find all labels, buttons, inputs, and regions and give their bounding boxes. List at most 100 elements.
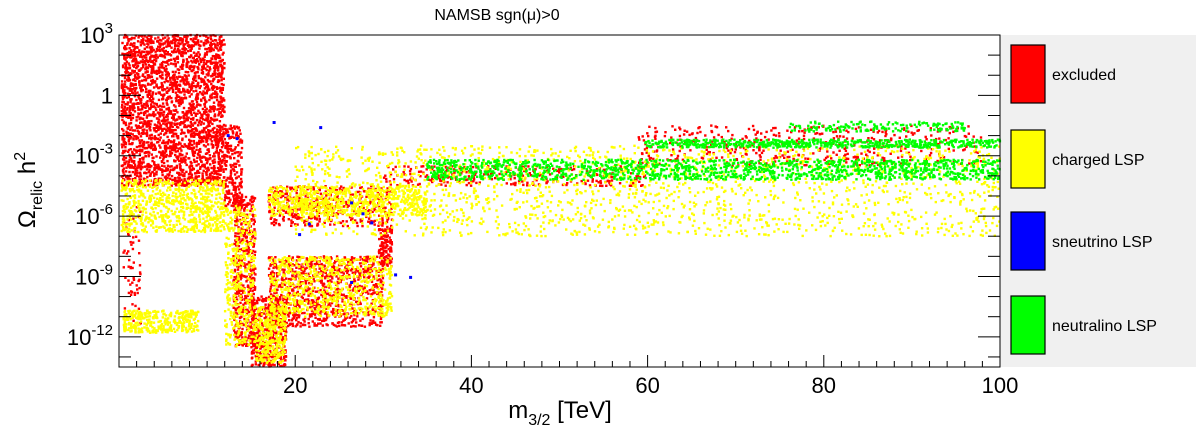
- data-point: [188, 165, 191, 168]
- data-point: [215, 146, 219, 149]
- data-point: [219, 48, 223, 51]
- data-point: [221, 98, 224, 102]
- data-point: [380, 287, 384, 290]
- data-point: [139, 173, 142, 176]
- data-point: [175, 85, 179, 88]
- data-point: [223, 162, 226, 165]
- data-point: [334, 304, 338, 307]
- data-point: [121, 52, 124, 55]
- data-point: [141, 125, 145, 128]
- data-point: [140, 144, 143, 147]
- data-point: [145, 46, 149, 49]
- data-point: [219, 73, 222, 77]
- data-point: [150, 99, 153, 102]
- data-point: [183, 120, 186, 123]
- data-point: [148, 52, 151, 55]
- data-point: [248, 231, 252, 235]
- data-point: [253, 228, 256, 231]
- data-point: [202, 144, 206, 147]
- data-point: [149, 136, 152, 140]
- data-point: [137, 54, 140, 57]
- data-point: [146, 76, 149, 80]
- data-point: [167, 108, 171, 112]
- data-point: [140, 55, 144, 59]
- data-point: [245, 239, 248, 243]
- data-point: [241, 310, 245, 314]
- data-point: [181, 138, 184, 142]
- data-point: [165, 45, 168, 48]
- data-point: [131, 82, 134, 86]
- data-point: [138, 159, 142, 162]
- data-point: [238, 129, 241, 132]
- data-point: [129, 157, 133, 160]
- data-point: [148, 137, 151, 140]
- data-point: [283, 355, 286, 358]
- data-point: [138, 139, 141, 142]
- data-point: [143, 171, 146, 175]
- data-point: [139, 179, 143, 183]
- data-point: [129, 128, 132, 131]
- data-point: [149, 89, 152, 93]
- data-point: [134, 61, 137, 64]
- data-point: [143, 132, 146, 135]
- data-point: [143, 102, 146, 106]
- data-point: [129, 49, 133, 52]
- data-point: [177, 90, 180, 93]
- data-point: [268, 311, 271, 314]
- data-point: [122, 149, 125, 153]
- data-point: [286, 313, 290, 316]
- data-point: [354, 318, 357, 321]
- data-point: [131, 177, 134, 181]
- data-point: [225, 143, 229, 146]
- data-point: [127, 75, 130, 78]
- data-point: [245, 275, 248, 278]
- data-point: [249, 281, 252, 284]
- data-point: [143, 184, 147, 187]
- data-point: [194, 176, 197, 180]
- data-point: [134, 34, 137, 37]
- data-point: [340, 324, 344, 327]
- data-point: [133, 74, 137, 77]
- data-point: [180, 178, 183, 181]
- data-point: [246, 241, 249, 244]
- data-point: [169, 131, 172, 134]
- data-point: [157, 40, 160, 43]
- data-point: [217, 140, 220, 143]
- data-point: [252, 267, 255, 270]
- data-point: [157, 45, 160, 48]
- data-point: [139, 141, 142, 144]
- data-point: [273, 363, 276, 367]
- data-point: [144, 67, 147, 70]
- data-point: [209, 138, 212, 141]
- data-point: [379, 317, 383, 321]
- data-point: [205, 68, 208, 72]
- data-point: [210, 43, 213, 46]
- data-point: [233, 162, 236, 165]
- data-point: [219, 111, 222, 115]
- data-point: [350, 267, 354, 271]
- data-point: [150, 138, 153, 141]
- data-point: [291, 324, 294, 328]
- data-point: [253, 332, 256, 335]
- data-point: [136, 77, 139, 80]
- data-point: [121, 88, 125, 91]
- data-point: [153, 129, 156, 132]
- data-point: [184, 135, 188, 138]
- data-point: [159, 136, 162, 139]
- data-point: [252, 333, 256, 336]
- data-point: [304, 280, 307, 283]
- data-point: [124, 170, 128, 173]
- data-point: [341, 300, 344, 303]
- data-point: [194, 86, 198, 89]
- data-point: [229, 136, 233, 139]
- data-point: [240, 298, 244, 301]
- data-point: [285, 321, 288, 325]
- data-point: [140, 104, 143, 107]
- data-point: [153, 55, 156, 59]
- data-point: [342, 319, 345, 322]
- data-point: [171, 90, 175, 93]
- data-point: [379, 237, 383, 240]
- data-point: [213, 115, 216, 118]
- data-point: [235, 133, 238, 136]
- data-point: [238, 289, 241, 292]
